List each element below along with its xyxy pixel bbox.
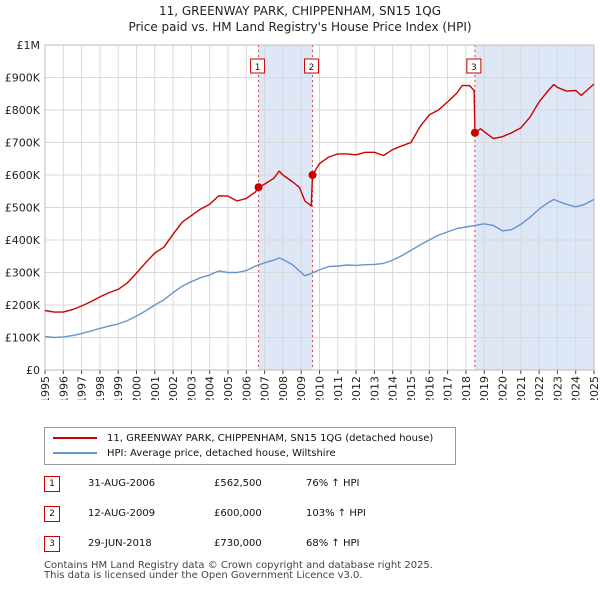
x-tick-label: 2017 bbox=[442, 376, 455, 400]
y-tick-label: £1M bbox=[17, 39, 41, 52]
sale-price: £730,000 bbox=[214, 538, 262, 549]
sale-number-badge: 3 bbox=[44, 536, 60, 552]
property-price-line bbox=[44, 83, 595, 313]
x-tick-label: 1996 bbox=[57, 376, 70, 400]
footer-line-copyright: Contains HM Land Registry data © Crown c… bbox=[44, 560, 433, 571]
x-tick-label: 2005 bbox=[222, 376, 235, 400]
sale-hpi-change: 76% ↑ HPI bbox=[306, 478, 360, 489]
sale-date: 12-AUG-2009 bbox=[88, 508, 156, 519]
x-tick-label: 2003 bbox=[185, 376, 198, 400]
sale-point bbox=[308, 171, 317, 179]
x-tick-label: 2001 bbox=[149, 376, 162, 400]
sale-label-box bbox=[466, 58, 482, 74]
sale-hpi-change: 103% ↑ HPI bbox=[306, 508, 366, 519]
sale-label-number: 1 bbox=[255, 63, 261, 73]
x-tick-label: 2013 bbox=[368, 376, 381, 400]
y-tick-label: £200K bbox=[5, 299, 41, 312]
x-tick-label: 2019 bbox=[478, 376, 491, 400]
x-tick-label: 2002 bbox=[167, 376, 180, 400]
x-tick-label: 2020 bbox=[497, 376, 510, 400]
sale-label-number: 2 bbox=[309, 63, 315, 73]
x-tick-label: 2007 bbox=[259, 376, 272, 400]
sale-point bbox=[254, 183, 263, 192]
x-tick-label: 2014 bbox=[387, 376, 400, 400]
sale-number-badge: 1 bbox=[44, 476, 60, 492]
sale-date: 29-JUN-2018 bbox=[88, 538, 152, 549]
table-row: 1 31-AUG-2006 £562,500 76% ↑ HPI bbox=[44, 476, 464, 494]
x-tick-label: 2022 bbox=[533, 376, 546, 400]
x-tick-label: 2021 bbox=[515, 376, 528, 400]
y-tick-label: £700K bbox=[5, 137, 41, 150]
y-tick-label: £900K bbox=[5, 72, 41, 85]
price-chart: 1 2 3 £0 £100K £200K £300K £400K £500K £600K £700… bbox=[5, 39, 600, 400]
x-tick-label: 2025 bbox=[588, 376, 600, 400]
x-tick-label: 1999 bbox=[112, 376, 125, 400]
hpi-line bbox=[44, 198, 595, 339]
y-tick-label: £500K bbox=[5, 202, 41, 215]
x-tick-label: 2024 bbox=[570, 376, 583, 400]
x-tick-label: 2004 bbox=[204, 376, 217, 400]
x-tick-label: 2010 bbox=[314, 376, 327, 400]
x-tick-label: 2011 bbox=[332, 376, 345, 400]
x-tick-label: 1995 bbox=[39, 376, 52, 400]
chart-title: 11, GREENWAY PARK, CHIPPENHAM, SN15 1QG bbox=[158, 4, 442, 18]
x-tick-label: 2009 bbox=[295, 376, 308, 400]
legend-swatch-property bbox=[53, 437, 97, 439]
sale-price: £600,000 bbox=[214, 508, 262, 519]
chart-legend: 11, GREENWAY PARK, CHIPPENHAM, SN15 1QG … bbox=[44, 427, 456, 465]
footer-line-licence: This data is licensed under the Open Gov… bbox=[44, 570, 363, 581]
x-tick-label: 2015 bbox=[405, 376, 418, 400]
x-tick-label: 2018 bbox=[460, 376, 473, 400]
x-tick-label: 2000 bbox=[131, 376, 144, 400]
table-row: 3 29-JUN-2018 £730,000 68% ↑ HPI bbox=[44, 536, 464, 554]
x-tick-label: 2006 bbox=[240, 376, 253, 400]
sale-date: 31-AUG-2006 bbox=[88, 478, 156, 489]
sale-label-number: 3 bbox=[471, 63, 477, 73]
x-tick-label: 2023 bbox=[551, 376, 564, 400]
legend-label-property: 11, GREENWAY PARK, CHIPPENHAM, SN15 1QG … bbox=[107, 432, 434, 444]
y-tick-label: £300K bbox=[5, 267, 41, 280]
table-row: 2 12-AUG-2009 £600,000 103% ↑ HPI bbox=[44, 506, 464, 524]
legend-label-hpi: HPI: Average price, detached house, Wilt… bbox=[107, 447, 336, 459]
legend-item-hpi: HPI: Average price, detached house, Wilt… bbox=[53, 446, 336, 460]
y-tick-label: £600K bbox=[5, 169, 41, 182]
footer-attribution: Contains HM Land Registry data © Crown c… bbox=[44, 561, 433, 581]
x-tick-label: 1998 bbox=[94, 376, 107, 400]
y-tick-label: £100K bbox=[5, 332, 41, 345]
legend-item-property: 11, GREENWAY PARK, CHIPPENHAM, SN15 1QG … bbox=[53, 431, 433, 445]
sale-price: £562,500 bbox=[214, 478, 262, 489]
x-tick-label: 2012 bbox=[350, 376, 363, 400]
y-tick-label: £0 bbox=[26, 364, 40, 377]
x-tick-label: 2016 bbox=[423, 376, 436, 400]
sale-point bbox=[470, 128, 479, 137]
y-tick-label: £800K bbox=[5, 104, 41, 117]
x-tick-label: 1997 bbox=[76, 376, 89, 400]
plot-frame bbox=[44, 44, 595, 371]
y-tick-label: £400K bbox=[5, 234, 41, 247]
sale-label-box bbox=[250, 58, 266, 74]
sale-label-box bbox=[304, 58, 320, 74]
x-tick-label: 2008 bbox=[277, 376, 290, 400]
legend-swatch-hpi bbox=[53, 452, 97, 454]
sale-hpi-change: 68% ↑ HPI bbox=[306, 538, 360, 549]
chart-subtitle: Price paid vs. HM Land Registry's House … bbox=[128, 20, 472, 34]
sale-number-badge: 2 bbox=[44, 506, 60, 522]
